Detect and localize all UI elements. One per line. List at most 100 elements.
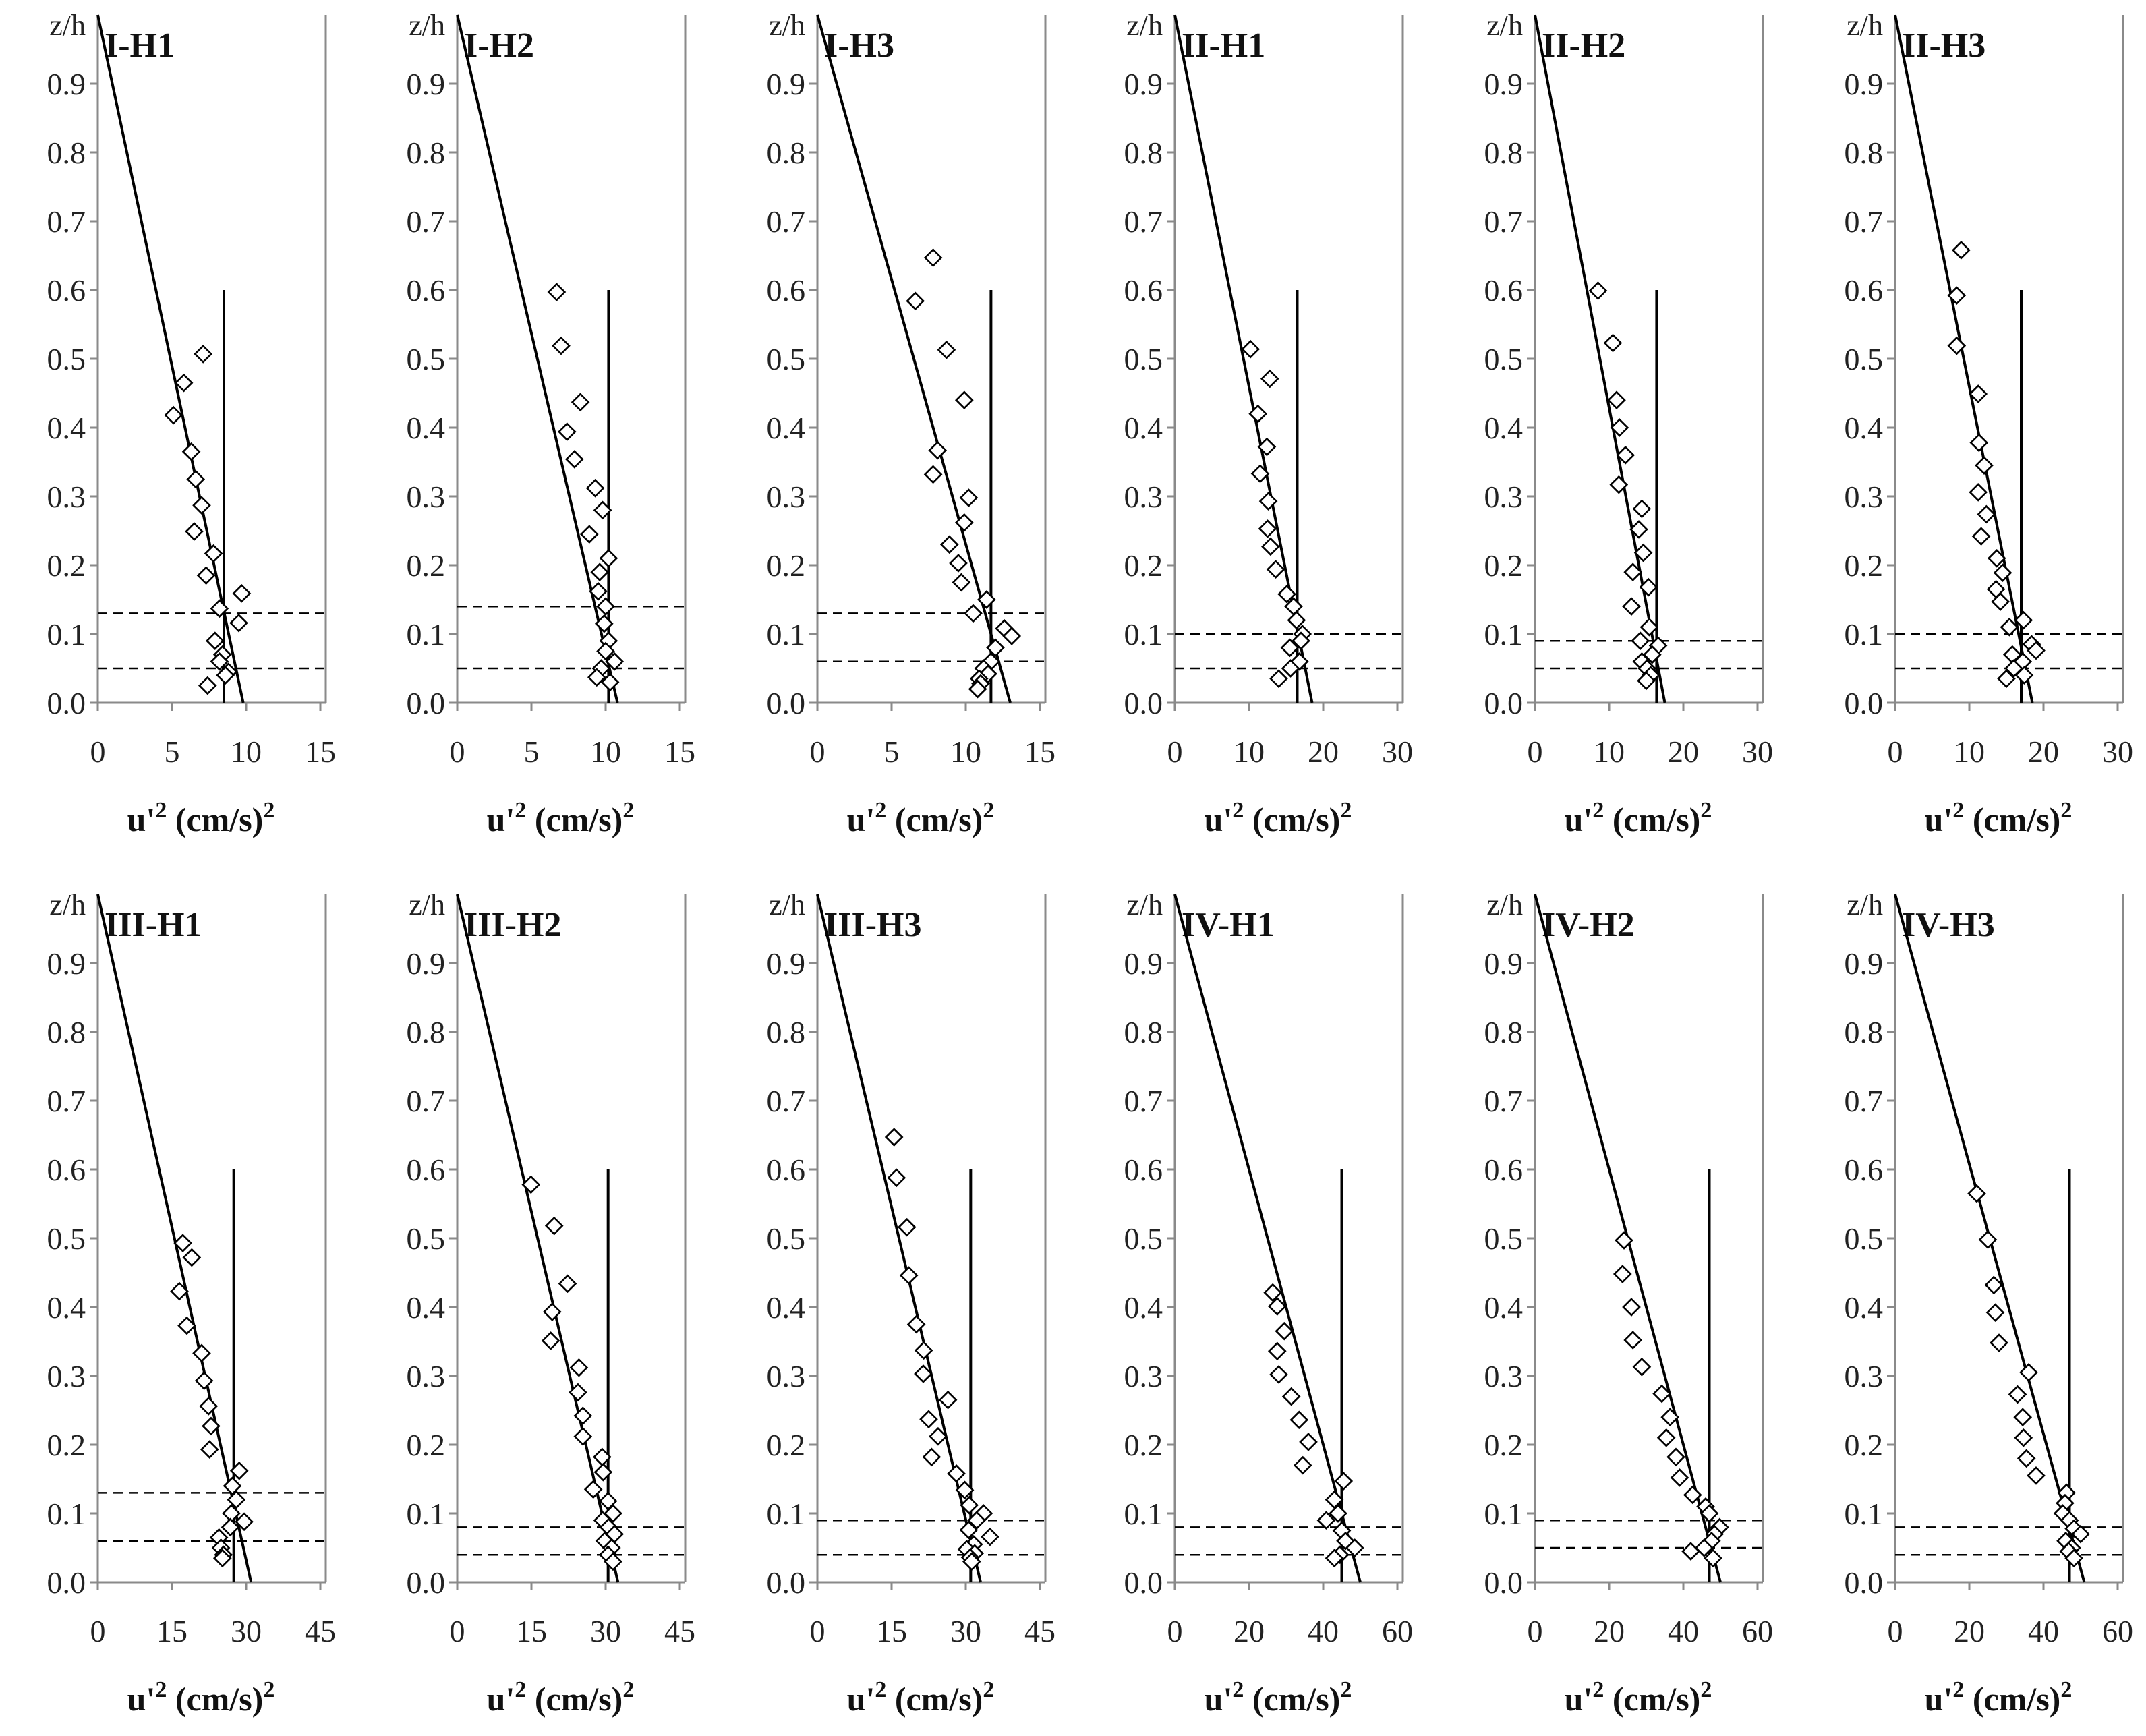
fit-line	[96, 894, 253, 1583]
panel-title: IV-H1	[1182, 906, 1275, 944]
y-tick-label: 0.2	[1124, 1428, 1163, 1462]
y-tick-label: 0.6	[407, 273, 446, 308]
data-point	[1947, 336, 1967, 355]
data-point	[1947, 286, 1967, 305]
y-tick-label: 0.0	[767, 686, 806, 720]
y-tick-label: 0.4	[407, 1290, 446, 1325]
data-point	[1260, 369, 1279, 388]
y-tick-label: 0.7	[767, 204, 806, 239]
x-tick-label: 30	[2102, 734, 2133, 769]
data-point	[1607, 390, 1626, 410]
y-tick-label: 0.6	[1124, 1153, 1163, 1187]
data-point	[521, 1175, 541, 1194]
data-point	[557, 422, 577, 441]
panel-title: IV-H3	[1902, 906, 1995, 944]
data-point	[170, 1281, 189, 1301]
x-tick-label: 20	[1308, 734, 1339, 769]
x-tick-label: 60	[1742, 1614, 1773, 1648]
y-tick-label: 0.0	[1484, 686, 1524, 720]
x-label-base: u'	[1205, 1680, 1233, 1718]
x-tick-label: 10	[1594, 734, 1625, 769]
y-tick-label: 0.2	[1124, 548, 1163, 583]
x-tick-label: 0	[1528, 1614, 1543, 1648]
x-label-units-sup: 2	[1700, 1677, 1712, 1702]
y-tick-label: 0.5	[1484, 1221, 1524, 1256]
y-tick-label: 0.0	[1845, 686, 1884, 720]
data-point	[1287, 610, 1306, 630]
y-tick-label: 0.1	[1124, 617, 1163, 652]
data-point	[579, 525, 599, 544]
data-point	[929, 1426, 948, 1446]
data-point	[569, 1358, 589, 1377]
data-point	[947, 1464, 966, 1483]
data-point	[1977, 504, 1996, 524]
y-tick-label: 0.0	[47, 686, 86, 720]
data-point	[1257, 437, 1277, 457]
data-point	[954, 513, 974, 532]
data-point	[1281, 659, 1300, 678]
x-label-units: (cm/s)	[1964, 801, 2060, 838]
x-label-base: u'	[127, 801, 156, 838]
x-tick-label: 5	[524, 734, 540, 769]
y-tick-label: 0.4	[47, 1290, 86, 1325]
data-point	[914, 1341, 933, 1360]
data-point	[210, 599, 229, 618]
x-tick-label: 0	[1167, 734, 1183, 769]
data-point	[922, 1447, 941, 1467]
y-tick-label: 0.8	[767, 136, 806, 170]
data-point	[199, 1397, 219, 1416]
x-tick-label: 20	[1954, 1614, 1985, 1648]
data-point	[2064, 1549, 2083, 1568]
y-tick-label: 0.5	[1124, 1221, 1163, 1256]
data-point	[590, 562, 610, 582]
y-tick-label: 0.2	[47, 1428, 86, 1462]
data-point	[198, 676, 217, 695]
x-tick-label: 0	[810, 734, 825, 769]
data-point	[1266, 560, 1285, 579]
x-label-base: u'	[1565, 1680, 1593, 1718]
y-tick-label: 0.7	[1845, 204, 1884, 239]
data-point	[962, 1552, 981, 1571]
data-point	[968, 679, 987, 699]
x-label-units: (cm/s)	[1964, 1680, 2060, 1718]
x-tick-label: 30	[231, 1614, 262, 1648]
data-point	[174, 373, 194, 393]
data-point	[194, 1371, 214, 1390]
y-tick-label: 0.3	[1124, 1359, 1163, 1393]
y-tick-label: 0.2	[1845, 548, 1884, 583]
data-point	[1622, 1298, 1641, 1317]
x-tick-label: 20	[1668, 734, 1699, 769]
data-point	[1325, 1549, 1344, 1568]
y-tick-label: 0.3	[407, 1359, 446, 1393]
x-label-base: u'	[847, 1680, 875, 1718]
data-point	[939, 535, 959, 554]
data-point	[938, 1390, 958, 1410]
data-point	[205, 631, 225, 651]
data-point	[596, 641, 615, 661]
x-label-units-sup: 2	[1340, 1677, 1352, 1702]
data-point	[182, 1248, 202, 1267]
data-point	[544, 1216, 564, 1236]
x-tick-label: 45	[305, 1614, 336, 1648]
data-point	[1248, 404, 1268, 424]
data-point	[1985, 1303, 2005, 1322]
y-tick-label: 0.1	[47, 1497, 86, 1531]
y-tick-label: 0.0	[47, 1565, 86, 1600]
y-tick-label: 0.6	[1124, 273, 1163, 308]
data-point	[599, 548, 618, 568]
x-label-units-sup: 2	[1700, 798, 1712, 823]
data-point	[1683, 1485, 1702, 1505]
data-point	[192, 496, 211, 515]
y-tick-label: 0.3	[1484, 480, 1524, 514]
data-point	[177, 1316, 196, 1335]
data-point	[232, 583, 252, 603]
data-point	[2027, 1466, 2046, 1485]
data-point	[594, 614, 614, 633]
data-point	[1656, 1428, 1676, 1447]
data-point	[2019, 1363, 2038, 1382]
x-label-units-sup: 2	[983, 798, 994, 823]
data-point	[1609, 475, 1629, 494]
data-point	[884, 1128, 904, 1147]
y-tick-label: 0.1	[1845, 617, 1884, 652]
y-tick-label: 0.7	[407, 1084, 446, 1118]
